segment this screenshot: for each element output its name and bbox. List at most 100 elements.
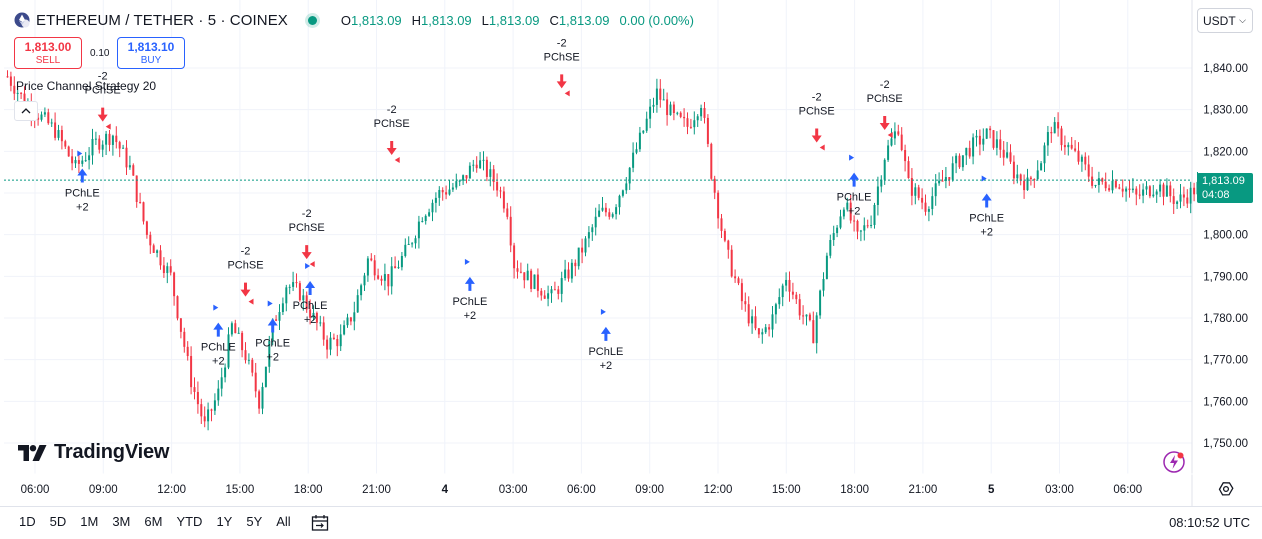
date-range-icon[interactable] (310, 513, 330, 533)
candle-body (193, 387, 196, 392)
candle-body (1131, 188, 1134, 191)
long-entry-signal[interactable]: PChLE +2 (255, 300, 290, 364)
period-all[interactable]: All (276, 514, 291, 529)
candle-body (105, 133, 108, 145)
triangle-right-icon (267, 300, 273, 307)
long-entry-signal[interactable]: PChLE +2 (969, 175, 1004, 239)
short-entry-signal[interactable]: -2 PChSE (374, 104, 410, 163)
candle-body (156, 250, 159, 253)
candle-body (666, 99, 669, 116)
candle-body (655, 88, 658, 105)
candle-body (417, 221, 420, 239)
chevron-down-icon: ⌵ (1239, 15, 1246, 25)
candle-body (917, 187, 920, 198)
long-entry-signal[interactable]: PChLE +2 (201, 304, 236, 368)
short-entry-signal[interactable]: -2 PChSE (85, 71, 121, 130)
candle-body (968, 147, 971, 157)
candle-body (1142, 189, 1145, 196)
long-entry-signal[interactable]: PChLE +2 (837, 154, 872, 218)
ohlc-values: O1,813.09 H1,813.09 L1,813.09 C1,813.09 … (341, 13, 694, 28)
short-entry-signal[interactable]: -2 PChSE (544, 37, 580, 97)
period-1y[interactable]: 1Y (216, 514, 233, 529)
short-entry-signal[interactable]: -2 PChSE (289, 208, 325, 268)
arrow-down-icon (97, 107, 108, 122)
collapse-legend-button[interactable] (14, 101, 38, 121)
candle-body (465, 175, 468, 179)
candle-body (230, 323, 233, 335)
time-tick-label: 15:00 (226, 484, 255, 496)
period-1m[interactable]: 1M (80, 514, 99, 529)
candle-body (319, 322, 322, 324)
candle-body (846, 202, 849, 210)
short-entry-signal[interactable]: -2 PChSE (799, 92, 835, 151)
candle-body (312, 312, 315, 318)
candle-body (900, 134, 903, 151)
signal-qty: +2 (304, 314, 317, 326)
candle-body (1009, 152, 1012, 162)
candle-body (553, 289, 556, 291)
candle-body (870, 224, 873, 226)
utc-clock[interactable]: 08:10:52 UTC (1169, 515, 1250, 530)
triangle-left-icon (105, 123, 111, 130)
candle-body (315, 312, 318, 323)
period-ytd[interactable]: YTD (176, 514, 203, 529)
long-entry-signal[interactable]: PChLE +2 (588, 308, 623, 372)
period-3m[interactable]: 3M (112, 514, 131, 529)
triangle-right-icon (213, 304, 219, 311)
tradingview-logo[interactable]: TradingView (18, 441, 169, 464)
period-5y[interactable]: 5Y (246, 514, 263, 529)
time-tick-label: 21:00 (909, 484, 938, 496)
candle-body (281, 303, 284, 313)
signal-qty: +2 (980, 227, 993, 239)
candle-body (227, 334, 230, 368)
strategy-legend[interactable]: Price Channel Strategy 20 (16, 79, 157, 93)
candle-body (774, 304, 777, 315)
candle-body (108, 133, 111, 145)
market-status-icon[interactable] (307, 15, 317, 25)
candle-body (611, 214, 614, 217)
candle-body (346, 317, 349, 326)
price-chart[interactable]: -2 PChSE PChLE +2 PChLE +2 -2 PChSE PChLE +2 -2 PCh… (0, 0, 1262, 506)
signal-label: PChLE (255, 338, 290, 350)
candle-body (618, 195, 621, 208)
buy-button[interactable]: 1,813.10 BUY (117, 37, 185, 69)
symbol-title[interactable]: ETHEREUM / TETHER · 5 · COINEX (36, 11, 288, 29)
period-5d[interactable]: 5D (49, 514, 67, 529)
candle-body (941, 180, 944, 182)
candle-body (305, 295, 308, 310)
candle-body (431, 202, 434, 213)
candle-body (1057, 122, 1060, 129)
candle-body (574, 262, 577, 267)
price-tick-label: 1,820.00 (1203, 146, 1248, 158)
candle-body (9, 76, 12, 86)
candle-body (451, 187, 454, 190)
gear-icon[interactable] (1217, 480, 1235, 498)
candle-body (220, 377, 223, 389)
long-entry-signal[interactable]: PChLE +2 (452, 258, 487, 322)
candle-body (703, 107, 706, 118)
candle-body (122, 147, 125, 149)
arrow-down-icon (556, 74, 567, 89)
lightning-icon[interactable] (1162, 450, 1186, 474)
candle-body (84, 160, 87, 162)
short-entry-signal[interactable]: -2 PChSE (867, 79, 903, 138)
candle-body (880, 179, 883, 187)
price-tick-label: 1,760.00 (1203, 396, 1248, 408)
period-6m[interactable]: 6M (144, 514, 163, 529)
long-entry-signal[interactable]: PChLE +2 (65, 150, 100, 214)
short-entry-signal[interactable]: -2 PChSE (227, 246, 264, 305)
arrow-up-icon (213, 322, 224, 337)
ohlc-close: C1,813.09 (549, 12, 610, 28)
candle-body (955, 155, 958, 164)
currency-select[interactable]: USDT ⌵ (1197, 8, 1253, 33)
long-entry-signal[interactable]: PChLE +2 (293, 263, 328, 326)
price-axis[interactable]: 1,840.001,830.001,820.001,810.001,800.00… (1203, 63, 1248, 450)
time-axis[interactable]: 06:00 09:00 12:00 15:00 18:00 21:00 4 03:00 06:0… (21, 484, 1143, 496)
candle-body (1050, 132, 1053, 134)
candle-body (713, 178, 716, 193)
sell-button[interactable]: 1,813.00 SELL (14, 37, 82, 69)
arrow-down-icon (240, 282, 251, 297)
signal-qty: +2 (266, 352, 279, 364)
period-1d[interactable]: 1D (19, 514, 36, 529)
candle-body (819, 290, 822, 316)
